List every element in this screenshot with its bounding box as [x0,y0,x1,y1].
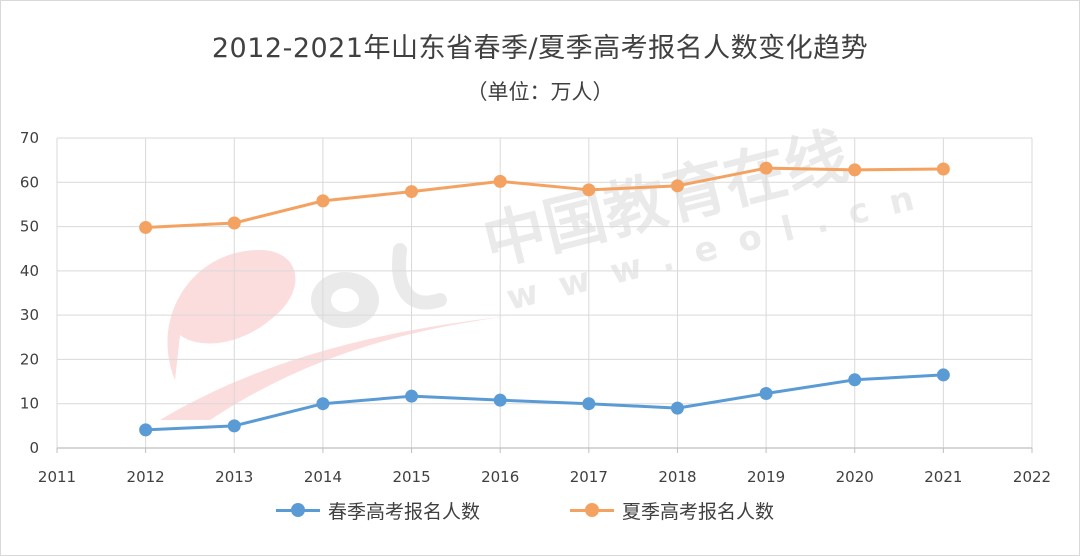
data-point-summer [405,185,419,199]
x-tick-label: 2021 [924,468,962,486]
data-point-summer [139,220,153,234]
y-tick-label: 20 [20,350,39,368]
x-tick-label: 2013 [215,468,253,486]
y-tick-label: 50 [20,218,39,236]
legend-swatch-summer [570,496,614,524]
chart-title: 2012-2021年山东省春季/夏季高考报名人数变化趋势 [211,33,869,64]
y-tick-labels: 0 10 20 30 40 50 60 70 [20,129,39,457]
data-point-spring [670,401,684,415]
x-tick-labels: 2011 2012 2013 2014 2015 2016 2017 2018 2019 2020… [38,468,1051,486]
data-point-summer [670,179,684,193]
data-point-spring [582,397,596,411]
eol-logo [160,243,510,420]
data-point-spring [227,419,241,433]
x-tick-label: 2020 [836,468,874,486]
data-point-spring [759,387,773,401]
x-tick-label: 2019 [747,468,785,486]
legend-label-summer: 夏季高考报名人数 [622,500,775,523]
x-tick-label: 2011 [38,468,76,486]
data-point-spring [316,397,330,411]
legend-item-spring[interactable]: 春季高考报名人数 [276,496,480,524]
chart-subtitle: （单位：万人） [466,80,614,104]
y-tick-label: 60 [20,173,39,191]
data-point-spring [139,423,153,437]
data-point-summer [582,183,596,197]
grid-lines [56,137,1033,448]
data-point-spring [848,373,862,387]
x-tick-label: 2015 [392,468,430,486]
x-tick-label: 2018 [658,468,696,486]
data-point-spring [405,389,419,403]
legend-label-spring: 春季高考报名人数 [328,500,481,523]
y-tick-label: 10 [20,395,39,413]
watermark: 中国教育在线 www.eol.cn [160,119,939,420]
data-point-summer [227,216,241,230]
data-point-summer [316,194,330,208]
series-line-summer [145,166,944,229]
x-tick-label: 2022 [1013,468,1051,486]
data-point-spring [936,368,950,382]
series-line-spring [145,373,944,432]
data-point-summer [848,163,862,177]
x-tick-label: 2017 [570,468,608,486]
legend-item-summer[interactable]: 夏季高考报名人数 [570,496,774,524]
axes [56,447,1033,453]
y-tick-label: 70 [20,129,39,147]
y-tick-label: 0 [29,439,39,457]
y-tick-label: 40 [20,262,39,280]
x-tick-label: 2014 [304,468,342,486]
data-point-summer [759,161,773,175]
legend: 春季高考报名人数 夏季高考报名人数 [0,496,1080,524]
x-tick-label: 2016 [481,468,519,486]
data-point-summer [493,174,507,188]
x-tick-label: 2012 [127,468,165,486]
legend-swatch-spring [276,496,320,524]
y-tick-label: 30 [20,306,39,324]
data-point-spring [493,393,507,407]
data-point-summer [936,162,950,176]
series-lines [139,161,950,437]
